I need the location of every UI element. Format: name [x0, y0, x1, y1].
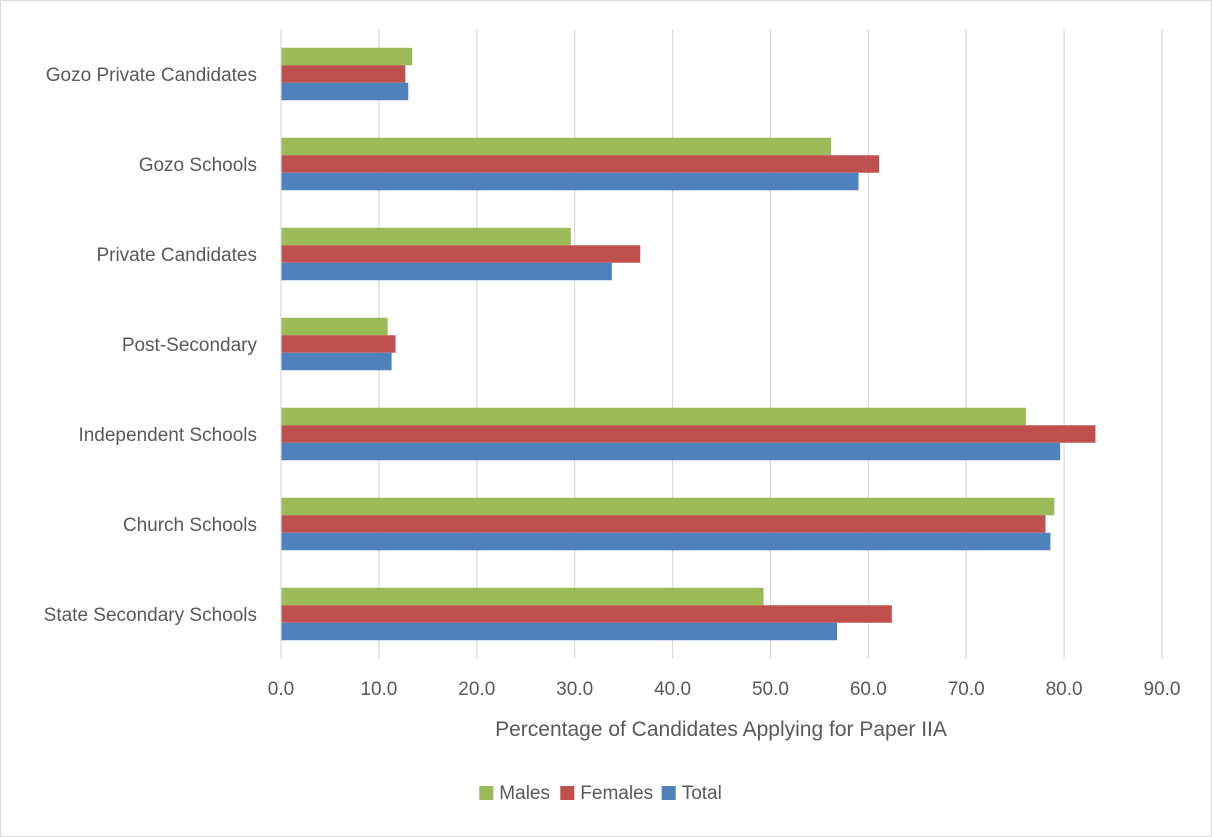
x-tick-label: 70.0 [948, 679, 985, 700]
gridlines [378, 29, 1163, 659]
x-tick-label: 10.0 [360, 679, 397, 700]
category-label: State Secondary Schools [44, 605, 257, 626]
labels: 0.0 10.0 20.0 30.0 40.0 50.0 60.0 70.0 80.0 90.0 G… [44, 65, 1181, 700]
category-label: Independent Schools [78, 425, 257, 446]
legend: Males Females Total [479, 783, 722, 804]
legend-label: Males [499, 783, 550, 804]
x-tick-label: 80.0 [1046, 679, 1083, 700]
x-tick-label: 50.0 [752, 679, 789, 700]
bar-females [281, 605, 892, 623]
bar-total [281, 352, 392, 371]
bar-total [281, 532, 1051, 551]
bar-males [281, 47, 413, 66]
x-axis-title: Percentage of Candidates Applying for Pa… [495, 718, 947, 741]
category-label: Post-Secondary [122, 335, 258, 356]
x-tick-label: 60.0 [850, 679, 887, 700]
x-tick-label: 30.0 [556, 679, 593, 700]
x-tick-label: 90.0 [1144, 679, 1181, 700]
category-label: Church Schools [123, 515, 257, 536]
bar-males [281, 137, 832, 156]
legend-swatch [479, 786, 494, 800]
bar-total [281, 442, 1061, 461]
bar-males [281, 407, 1026, 426]
bar-total [281, 172, 859, 191]
legend-label: Total [682, 783, 722, 804]
bar-females [281, 155, 880, 173]
category-label: Gozo Private Candidates [46, 65, 257, 86]
bar-females [281, 335, 396, 353]
bar-females [281, 245, 641, 263]
bar-females [281, 425, 1096, 443]
bar-total [281, 262, 612, 281]
legend-swatch [560, 786, 575, 800]
legend-swatch [661, 786, 676, 800]
x-tick-label: 40.0 [654, 679, 691, 700]
x-tick-label: 0.0 [268, 679, 294, 700]
bar-males [281, 317, 388, 336]
legend-item-total: Total [661, 783, 722, 804]
bar-males [281, 497, 1055, 516]
legend-item-males: Males [479, 783, 550, 804]
bar-total [281, 622, 838, 641]
bar-males [281, 587, 764, 606]
bar-females [281, 515, 1046, 533]
legend-item-females: Females [560, 783, 653, 804]
bar-females [281, 65, 406, 83]
bar-total [281, 82, 409, 101]
bar-males [281, 227, 571, 246]
x-tick-label: 20.0 [458, 679, 495, 700]
bars [281, 47, 1096, 641]
legend-label: Females [580, 783, 653, 804]
category-label: Gozo Schools [139, 155, 257, 176]
category-label: Private Candidates [96, 245, 257, 266]
